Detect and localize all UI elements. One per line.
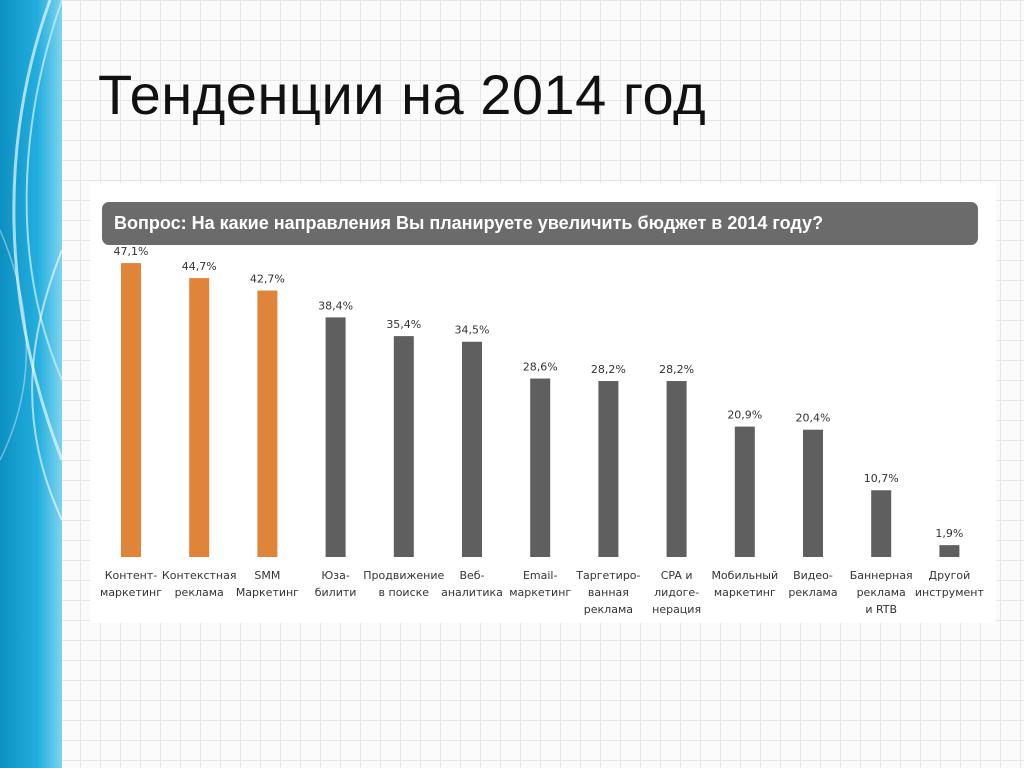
category-label: Контент-маркетинг (100, 569, 162, 599)
category-label-line: Контент- (105, 569, 158, 582)
value-label: 28,2% (659, 363, 694, 376)
category-label-line: ванная (588, 586, 629, 599)
value-label: 28,2% (591, 363, 626, 376)
bar (462, 341, 482, 557)
category-label-line: Продвижение (363, 569, 444, 582)
chart-title: Вопрос: На какие направления Вы планируе… (102, 202, 978, 245)
category-label: Видео-реклама (788, 569, 837, 599)
value-label: 20,9% (727, 409, 762, 422)
bar (939, 545, 960, 557)
bar (530, 378, 551, 557)
category-label-line: реклама (175, 586, 224, 599)
bar (121, 263, 141, 557)
bar (598, 381, 619, 557)
category-label: Другой инструмент (915, 569, 985, 599)
value-label: 10,7% (864, 472, 899, 485)
category-label: CPA и лидоге-нерация (652, 569, 701, 616)
value-label: 38,4% (318, 299, 353, 312)
category-label-line: Маркетинг (236, 586, 299, 599)
bar (257, 290, 278, 557)
category-label: Юза-билити (315, 569, 357, 599)
category-label-line: Юза- (321, 569, 349, 582)
value-label: 34,5% (455, 324, 490, 337)
bar (803, 429, 823, 557)
category-label-line: реклама (584, 603, 633, 616)
category-label-line: Email- (523, 569, 558, 582)
category-label-line: в поиске (379, 586, 430, 599)
bar (666, 381, 687, 557)
category-label: Веб-аналитика (441, 569, 503, 599)
category-label: Контекстная реклама (162, 569, 237, 599)
category-label: Email-маркетинг (509, 569, 571, 599)
category-label: Мобильный маркетинг (711, 569, 778, 599)
value-label: 28,6% (523, 361, 558, 374)
category-label-line: Другой (929, 569, 971, 582)
category-label-line: Видео- (793, 569, 833, 582)
category-label-line: маркетинг (714, 586, 776, 599)
category-label-line: CPA и (661, 569, 693, 582)
value-label: 20,4% (796, 412, 831, 425)
bar (734, 426, 755, 557)
category-label-line: и RTB (865, 603, 897, 616)
category-label-line: лидоге- (654, 586, 699, 599)
value-label: 44,7% (182, 260, 217, 273)
category-label-line: Баннерная (850, 569, 913, 582)
slide-title: Тенденции на 2014 год (98, 63, 707, 126)
side-decoration (0, 0, 62, 768)
bar (325, 317, 346, 557)
category-label: Продвижение в поиске (363, 569, 444, 599)
category-label: Таргетиро-ванная реклама (575, 569, 640, 616)
value-label: 47,1% (114, 245, 149, 258)
bar (871, 490, 892, 557)
value-label: 42,7% (250, 273, 285, 286)
category-label-line: нерация (652, 603, 701, 616)
category-label-line: инструмент (915, 586, 985, 599)
category-label-line: аналитика (441, 586, 503, 599)
category-label-line: билити (315, 586, 357, 599)
bar (189, 278, 210, 557)
category-label-line: Веб- (459, 569, 484, 582)
bar-chart: 47,1% Контент-маркетинг 44,7% Контекстная ре… (100, 245, 985, 616)
value-label: 35,4% (386, 318, 421, 331)
chart-panel: Вопрос: На какие направления Вы планируе… (90, 183, 996, 623)
category-label-line: SMM (254, 569, 280, 582)
category-label-line: маркетинг (509, 586, 571, 599)
category-label-line: Контекстная (162, 569, 237, 582)
value-label: 1,9% (935, 527, 963, 540)
category-label-line: Мобильный (711, 569, 778, 582)
category-label: SMM Маркетинг (236, 569, 299, 599)
category-label-line: Таргетиро- (575, 569, 640, 582)
category-label-line: реклама (788, 586, 837, 599)
category-label-line: маркетинг (100, 586, 162, 599)
category-label: Баннерная реклама и RTB (850, 569, 913, 616)
category-label-line: реклама (857, 586, 906, 599)
wave-decoration-icon (0, 0, 62, 521)
bar (393, 336, 414, 557)
